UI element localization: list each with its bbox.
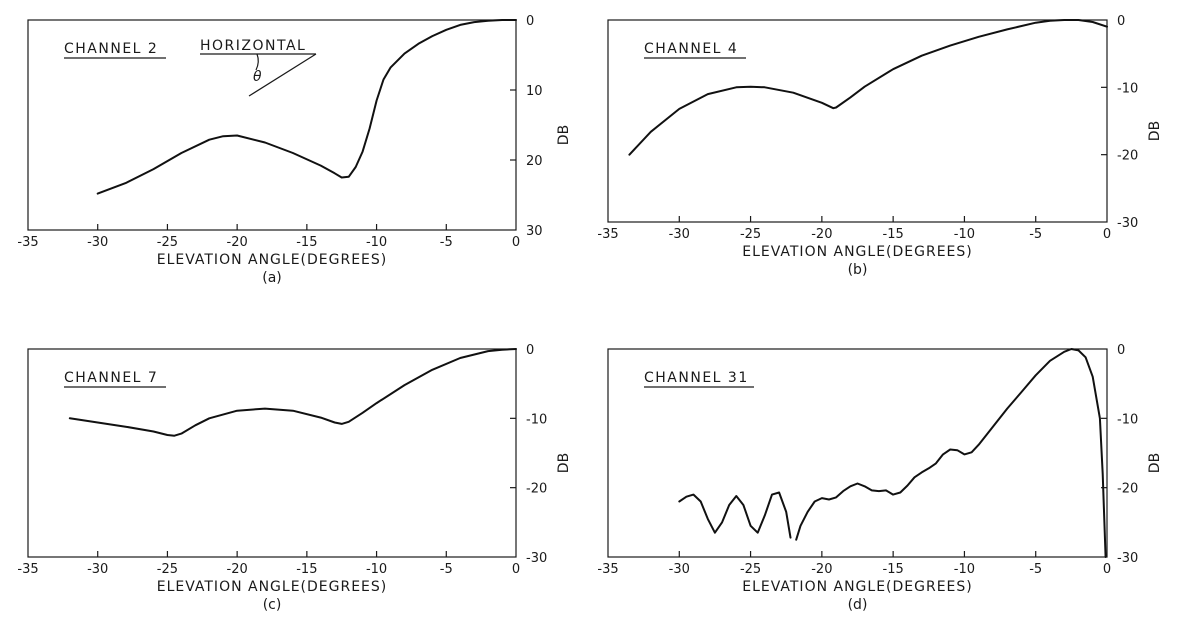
y-tick-label: -10: [526, 412, 547, 427]
x-axis-label: ELEVATION ANGLE(DEGREES): [742, 579, 973, 595]
y-tick-label: 0: [526, 343, 534, 358]
x-axis-label: ELEVATION ANGLE(DEGREES): [157, 579, 388, 595]
y-axis-label: DB: [556, 453, 572, 473]
x-tick-label: -25: [157, 235, 178, 250]
horizontal-angle-diagram: HORIZONTAL θ: [200, 38, 317, 97]
x-tick-label: -15: [296, 562, 317, 577]
y-tick-label: 20: [526, 154, 543, 169]
y-tick-label: 0: [1117, 343, 1125, 358]
x-tick-label: -35: [17, 235, 38, 250]
panel-label: (c): [263, 597, 282, 613]
x-tick-label: -15: [296, 235, 317, 250]
x-tick-label: 0: [1103, 227, 1111, 242]
y-tick-label: -10: [1117, 81, 1138, 96]
x-tick-label: 0: [512, 235, 520, 250]
series-line: [96, 19, 517, 195]
x-tick-label: -15: [883, 562, 904, 577]
y-tick-label: 0: [1117, 14, 1125, 29]
panel-label: (a): [262, 270, 282, 286]
x-tick-label: -20: [227, 235, 248, 250]
x-tick-label: -30: [669, 562, 690, 577]
x-tick-label: -5: [440, 235, 453, 250]
horizontal-label: HORIZONTAL: [200, 38, 306, 54]
chart-panel-a: -35 -30 -25 -20 -15 -10 -5 0 0 10 20 30 DB ELEVATION …: [17, 14, 572, 286]
x-tick-label: -10: [954, 227, 975, 242]
x-tick-label: -10: [366, 562, 387, 577]
x-tick-label: 0: [512, 562, 520, 577]
channel-label: CHANNEL 7: [64, 370, 158, 386]
x-axis-label: ELEVATION ANGLE(DEGREES): [157, 252, 388, 268]
chart-panel-d: -35 -30 -25 -20 -15 -10 -5 0 0 -10 -20 -30 DB ELEVATI…: [597, 343, 1163, 613]
x-tick-label: 0: [1103, 562, 1111, 577]
x-tick-label: -30: [669, 227, 690, 242]
x-axis-label: ELEVATION ANGLE(DEGREES): [742, 244, 973, 260]
angle-ray-line: [248, 53, 317, 97]
series-line: [678, 491, 792, 539]
x-tick-label: -5: [1029, 562, 1042, 577]
x-tick-label: -20: [227, 562, 248, 577]
y-tick-label: -30: [1117, 551, 1138, 566]
x-tick-label: -35: [597, 562, 618, 577]
y-tick-label: -20: [526, 482, 547, 497]
x-tick-label: -25: [157, 562, 178, 577]
series-line: [795, 348, 1107, 558]
y-axis-label: DB: [1147, 121, 1163, 141]
x-tick-label: -20: [811, 562, 832, 577]
panel-label: (d): [848, 597, 868, 613]
x-tick-label: -35: [17, 562, 38, 577]
y-tick-label: 10: [526, 84, 543, 99]
x-tick-label: -5: [440, 562, 453, 577]
x-tick-label: -30: [87, 235, 108, 250]
y-tick-label: -30: [1117, 216, 1138, 231]
channel-label: CHANNEL 4: [644, 41, 738, 57]
y-tick-label: -20: [1117, 482, 1138, 497]
x-tick-label: -25: [740, 562, 761, 577]
plot-frame: [607, 19, 1108, 223]
plot-frame: [27, 19, 517, 231]
plot-frame: [607, 348, 1108, 558]
chart-panel-b: -35 -30 -25 -20 -15 -10 -5 0 0 -10 -20 -30 DB ELEVATI…: [597, 14, 1163, 278]
x-tick-label: -5: [1029, 227, 1042, 242]
x-tick-label: -30: [87, 562, 108, 577]
series-line: [68, 348, 517, 437]
channel-label: CHANNEL 2: [64, 41, 158, 57]
x-tick-label: -15: [883, 227, 904, 242]
panel-label: (b): [848, 262, 868, 278]
y-axis-label: DB: [1147, 453, 1163, 473]
y-tick-label: 0: [526, 14, 534, 29]
y-tick-label: -10: [1117, 412, 1138, 427]
series-line: [628, 19, 1108, 156]
theta-symbol: θ: [253, 69, 263, 85]
chart-panel-c: -35 -30 -25 -20 -15 -10 -5 0 0 -10 -20 -30 DB ELEVATI…: [17, 343, 572, 613]
y-tick-label: 30: [526, 224, 543, 239]
x-tick-label: -35: [597, 227, 618, 242]
y-tick-label: -30: [526, 551, 547, 566]
x-tick-label: -10: [366, 235, 387, 250]
x-tick-label: -20: [811, 227, 832, 242]
plot-frame: [27, 348, 517, 558]
y-axis-label: DB: [556, 125, 572, 145]
channel-label: CHANNEL 31: [644, 370, 749, 386]
x-tick-label: -25: [740, 227, 761, 242]
x-tick-label: -10: [954, 562, 975, 577]
y-tick-label: -20: [1117, 149, 1138, 164]
angle-arc: [255, 53, 259, 71]
